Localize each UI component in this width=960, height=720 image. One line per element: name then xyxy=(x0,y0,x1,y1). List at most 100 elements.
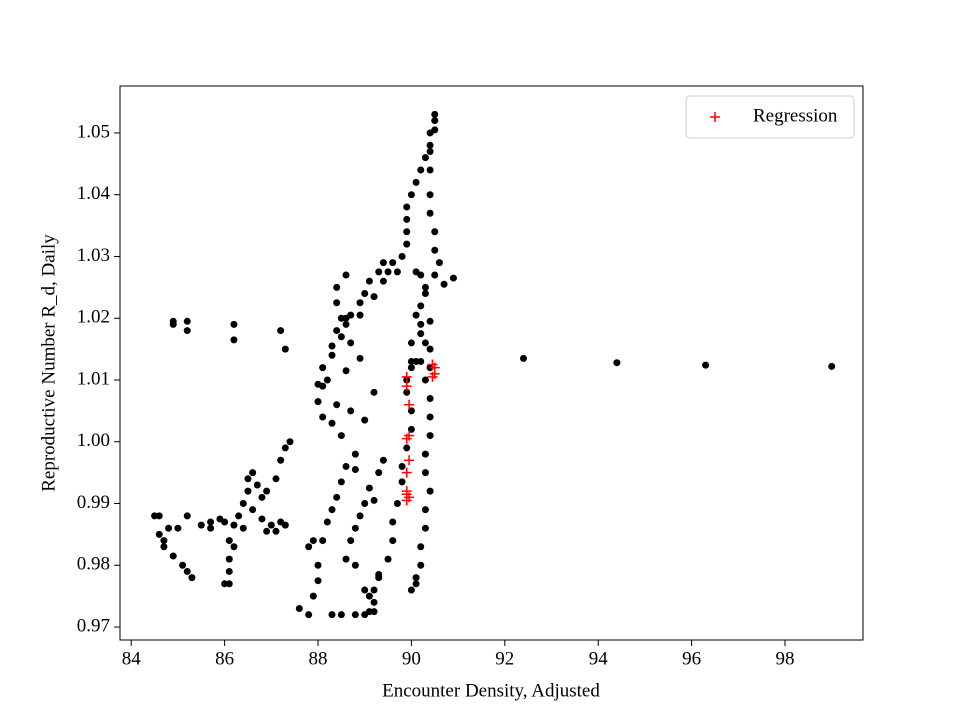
dot xyxy=(398,252,406,260)
dot xyxy=(389,518,397,526)
dot xyxy=(407,339,415,347)
dot xyxy=(421,154,429,162)
dot xyxy=(389,259,397,267)
dot xyxy=(426,317,434,325)
dot xyxy=(286,438,294,446)
dot xyxy=(417,302,425,310)
dot xyxy=(319,413,327,421)
dot xyxy=(421,469,429,477)
dot xyxy=(403,228,411,236)
y-tick-label: 1.01 xyxy=(77,368,110,389)
dot xyxy=(160,537,168,545)
dot xyxy=(263,527,271,535)
y-axis-label: Reproductive Number R_d, Daily xyxy=(38,234,59,492)
plus-marker xyxy=(710,112,720,122)
dot xyxy=(239,500,247,508)
dot xyxy=(426,141,434,149)
dot xyxy=(407,191,415,199)
plus-marker xyxy=(427,371,438,382)
dot xyxy=(333,493,341,501)
dot xyxy=(281,345,289,353)
dot xyxy=(225,580,233,588)
dot xyxy=(165,524,173,532)
dot xyxy=(342,462,350,470)
dot xyxy=(379,277,387,285)
x-tick-label: 90 xyxy=(402,648,421,669)
dot xyxy=(426,191,434,199)
dot xyxy=(351,611,359,619)
dot xyxy=(342,271,350,279)
dot xyxy=(365,592,373,600)
dot xyxy=(342,320,350,328)
dot xyxy=(337,432,345,440)
dot xyxy=(384,555,392,563)
plus-marker xyxy=(404,399,415,410)
plus-marker xyxy=(401,371,412,382)
plot-marks xyxy=(151,110,836,619)
dot xyxy=(356,354,364,362)
dot xyxy=(702,361,710,369)
legend-label: Regression xyxy=(753,105,838,126)
dot xyxy=(267,521,275,529)
dot xyxy=(277,327,285,335)
dot xyxy=(421,290,429,298)
dot xyxy=(239,524,247,532)
plot-frame xyxy=(119,85,864,641)
dot xyxy=(403,388,411,396)
dot xyxy=(361,586,369,594)
dot xyxy=(221,518,229,526)
dot xyxy=(426,345,434,353)
x-tick-label: 96 xyxy=(682,648,701,669)
dot xyxy=(426,209,434,217)
dot xyxy=(370,598,378,606)
dot xyxy=(370,496,378,504)
dot xyxy=(258,493,266,501)
dot xyxy=(183,512,191,520)
dot xyxy=(412,574,420,582)
dot xyxy=(412,311,420,319)
dot xyxy=(207,524,215,532)
dot xyxy=(379,456,387,464)
dot xyxy=(305,611,313,619)
dot xyxy=(258,515,266,523)
dot xyxy=(613,359,621,367)
dot xyxy=(375,268,383,276)
dot xyxy=(333,401,341,409)
x-tick-label: 88 xyxy=(309,648,328,669)
dot xyxy=(309,537,317,545)
dot xyxy=(272,527,280,535)
y-tick-label: 1.00 xyxy=(77,430,110,451)
legend-box xyxy=(685,95,855,139)
dot xyxy=(431,110,439,118)
dot xyxy=(314,561,322,569)
y-tick-label: 1.04 xyxy=(77,183,111,204)
dot xyxy=(333,283,341,291)
dot xyxy=(328,611,336,619)
dot xyxy=(431,246,439,254)
dot xyxy=(356,299,364,307)
dot xyxy=(305,543,313,551)
dot xyxy=(272,475,280,483)
dot xyxy=(328,419,336,427)
dot xyxy=(347,339,355,347)
dot xyxy=(389,537,397,545)
dot xyxy=(417,320,425,328)
dot xyxy=(398,462,406,470)
dot xyxy=(426,166,434,174)
dot xyxy=(337,333,345,341)
x-tick-label: 98 xyxy=(776,648,795,669)
dot xyxy=(421,339,429,347)
dot xyxy=(828,362,836,370)
dot xyxy=(351,561,359,569)
dot xyxy=(426,395,434,403)
dot xyxy=(519,354,527,362)
dot xyxy=(253,481,261,489)
dot xyxy=(431,126,439,134)
dot xyxy=(225,537,233,545)
dot xyxy=(188,574,196,582)
dot xyxy=(342,555,350,563)
dot xyxy=(370,586,378,594)
dot xyxy=(417,330,425,338)
